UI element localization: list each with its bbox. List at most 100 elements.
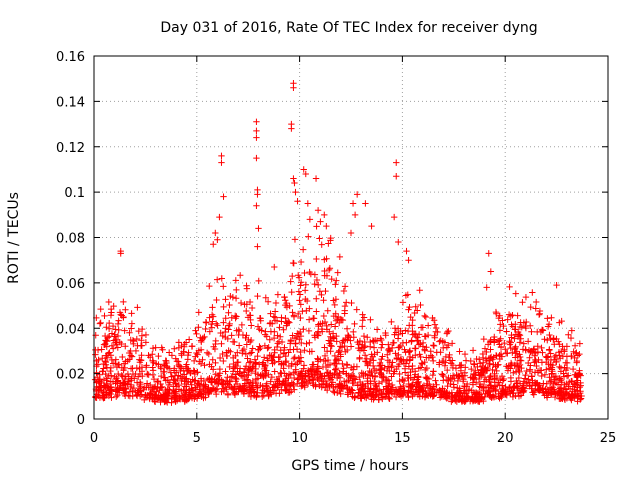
roti-point xyxy=(157,365,165,372)
roti-point xyxy=(227,348,234,355)
roti-point xyxy=(391,388,398,396)
roti-point xyxy=(569,391,576,398)
roti-point xyxy=(507,365,514,372)
roti-point xyxy=(368,396,375,403)
roti-point xyxy=(322,384,329,391)
roti-point xyxy=(137,380,144,388)
roti-point xyxy=(140,385,147,393)
x-tick-label: 20 xyxy=(497,431,514,446)
roti-point xyxy=(214,322,221,329)
y-tick-label: 0 xyxy=(77,413,85,428)
roti-point xyxy=(200,387,207,394)
roti-point xyxy=(118,372,125,379)
roti-point xyxy=(175,339,183,346)
roti-point xyxy=(335,313,342,321)
roti-point xyxy=(480,335,488,343)
roti-point xyxy=(430,342,438,350)
roti-point xyxy=(238,321,246,329)
roti-point xyxy=(114,332,122,340)
roti-point xyxy=(432,328,440,335)
y-axis-ticks: 0 0.02 0.04 0.06 0.08 0.1 0.12 0.14 0.16 xyxy=(56,50,608,428)
roti-point xyxy=(343,361,350,368)
roti-point xyxy=(257,372,264,379)
roti-point xyxy=(424,322,432,329)
roti-point xyxy=(336,253,344,261)
roti-point xyxy=(559,343,566,350)
roti-point xyxy=(157,372,165,380)
roti-point xyxy=(552,390,559,397)
roti-point xyxy=(424,331,432,339)
roti-point xyxy=(295,274,303,281)
roti-point xyxy=(409,331,416,338)
roti-point xyxy=(550,373,558,381)
roti-point xyxy=(553,335,560,343)
roti-point xyxy=(502,389,510,396)
roti-point xyxy=(206,374,213,382)
roti-point xyxy=(421,333,429,340)
roti-point xyxy=(418,359,425,367)
roti-point xyxy=(495,361,502,368)
x-tick-label: 5 xyxy=(193,431,201,446)
roti-point xyxy=(488,394,495,401)
roti-point xyxy=(364,375,371,382)
roti-point xyxy=(395,344,402,351)
roti-point xyxy=(199,356,206,363)
roti-point xyxy=(339,385,347,393)
roti-point xyxy=(149,357,157,365)
roti-point xyxy=(566,394,574,401)
roti-point xyxy=(516,323,524,331)
data-points xyxy=(91,80,585,406)
roti-point xyxy=(370,344,378,351)
roti-point xyxy=(142,331,150,339)
roti-point xyxy=(528,347,535,355)
roti-point xyxy=(336,380,344,387)
roti-point xyxy=(430,368,437,375)
roti-point xyxy=(235,327,243,335)
roti-point xyxy=(132,347,140,355)
roti-point xyxy=(124,370,132,378)
roti-point xyxy=(403,247,410,255)
roti-point xyxy=(574,398,581,405)
roti-point xyxy=(107,367,114,375)
roti-point xyxy=(232,295,240,302)
roti-point xyxy=(291,179,298,187)
roti-point xyxy=(430,342,437,349)
roti-point xyxy=(568,327,575,334)
roti-point xyxy=(103,324,110,331)
roti-point xyxy=(252,380,260,387)
roti-point xyxy=(266,336,273,343)
roti-point xyxy=(378,336,385,344)
roti-point xyxy=(198,338,205,346)
y-tick-label: 0.04 xyxy=(56,322,85,337)
roti-point xyxy=(498,394,505,401)
roti-point xyxy=(300,166,307,173)
roti-point xyxy=(377,391,385,398)
roti-point xyxy=(274,380,282,387)
roti-point xyxy=(527,362,534,369)
roti-point xyxy=(414,307,421,314)
roti-point xyxy=(487,354,494,362)
roti-point xyxy=(145,352,152,359)
roti-point xyxy=(497,343,505,351)
roti-point xyxy=(313,308,320,315)
roti-point xyxy=(247,393,255,400)
roti-point xyxy=(178,365,185,372)
roti-point xyxy=(411,345,419,352)
roti-point xyxy=(247,316,254,324)
roti-point xyxy=(111,360,119,367)
roti-point xyxy=(367,385,374,392)
roti-point xyxy=(209,318,216,325)
roti-point xyxy=(272,390,280,397)
roti-point xyxy=(290,312,298,319)
roti-point xyxy=(409,365,416,373)
roti-point xyxy=(99,368,106,375)
roti-point xyxy=(254,323,262,330)
roti-point xyxy=(563,372,571,380)
roti-point xyxy=(402,292,410,299)
roti-point xyxy=(398,385,406,392)
roti-point xyxy=(96,320,104,327)
roti-point xyxy=(241,301,248,308)
roti-point xyxy=(138,325,146,333)
roti-point xyxy=(313,368,321,375)
roti-point xyxy=(199,335,206,343)
